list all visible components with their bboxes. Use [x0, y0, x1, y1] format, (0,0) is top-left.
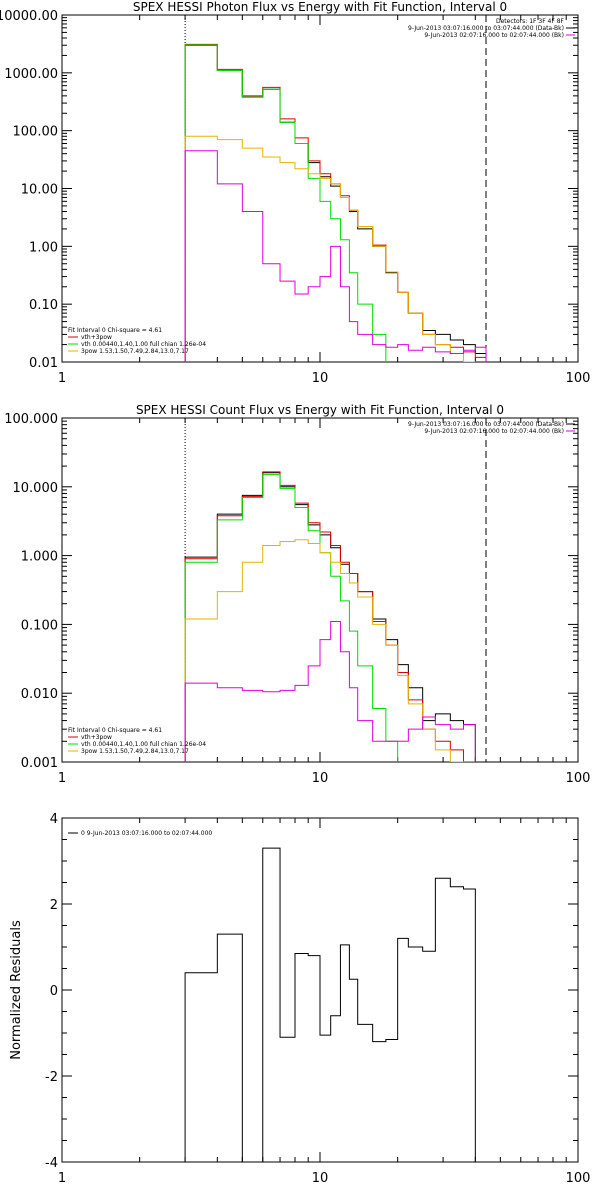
legend-right: Detectors: 1F 3F 4F 8F9-Jun-2013 03:07:1… [408, 18, 575, 39]
legend-header: Fit Interval 0 Chi-square = 4.61 [68, 327, 162, 334]
legend-left: 0 9-Jun-2013 03:07:16.000 to 02:07:44.00… [68, 830, 212, 837]
y-axis-label: Normalized Residuals [9, 920, 24, 1060]
legend-item: 3pow 1.53,1.50,7.49,2.84,13.0,7.17 [81, 348, 189, 355]
series-line-1 [184, 43, 487, 362]
y-tick-label: 10.00 [21, 183, 58, 198]
legend-item: 0 9-Jun-2013 03:07:16.000 to 02:07:44.00… [81, 830, 212, 837]
legend-item: 3pow 1.53,1.50,7.49,2.84,13.0,7.17 [81, 748, 189, 755]
x-tick-label: 100 [566, 771, 591, 786]
chart-1: SPEX HESSI Photon Flux vs Energy with Fi… [0, 0, 590, 386]
y-tick-label: 2 [50, 898, 58, 913]
legend-right-item: 9-Jun-2013 02:07:16.000 to 02:07:44.000 … [424, 428, 564, 435]
legend-item: vth+3pow [81, 734, 112, 741]
y-tick-label: 1.00 [29, 240, 58, 255]
x-tick-label: 1 [58, 371, 66, 386]
series-line-4 [184, 621, 476, 762]
series-group [184, 471, 476, 762]
legend-item: vth+3pow [81, 334, 112, 341]
y-tick-label: 1000.00 [4, 67, 58, 82]
legend-header: Fit Interval 0 Chi-square = 4.61 [68, 727, 162, 734]
series-line-2 [184, 44, 387, 362]
chart-title: SPEX HESSI Photon Flux vs Energy with Fi… [133, 0, 507, 14]
series-line-0 [184, 44, 487, 362]
y-tick-label: 0.001 [21, 756, 58, 771]
chart-3: 1 10 100 -4 -2 0 2 4 Normalized Residuals 0 9-Jun… [9, 812, 590, 1186]
y-tick-label: 100.000 [4, 412, 58, 427]
y-tick-label: -4 [45, 1156, 58, 1171]
series-line-4 [184, 150, 487, 362]
y-tick-label: 0 [50, 984, 58, 999]
series-group [184, 847, 476, 1162]
y-tick-label: 0.10 [29, 298, 58, 313]
x-tick-label: 1 [58, 771, 66, 786]
y-tick-label: 10000.00 [0, 9, 58, 24]
plot-frame [61, 417, 579, 763]
legend-item: vth 0.00440,1.40,1.00 full chian 1.26e-0… [81, 741, 206, 748]
chart-2: SPEX HESSI Count Flux vs Energy with Fit… [4, 403, 590, 786]
legend-right: 9-Jun-2013 03:07:16.000 to 03:07:44.000 … [408, 421, 575, 435]
x-tick-label: 10 [312, 771, 329, 786]
legend-left: Fit Interval 0 Chi-square = 4.61vth+3pow… [68, 727, 206, 755]
legend-right-item: 9-Jun-2013 03:07:16.000 to 03:07:44.000 … [408, 421, 564, 428]
chart-title: SPEX HESSI Count Flux vs Energy with Fit… [136, 403, 504, 417]
legend-right-item: 9-Jun-2013 03:07:16.000 to 03:07:44.000 … [408, 25, 564, 32]
x-tick-label: 10 [312, 371, 329, 386]
y-tick-label: 100.00 [13, 125, 59, 140]
y-tick-label: 10.000 [13, 481, 59, 496]
y-tick-label: 4 [50, 812, 58, 827]
series-group [184, 43, 487, 362]
x-tick-label: 100 [566, 371, 591, 386]
legend-right-item: Detectors: 1F 3F 4F 8F [496, 18, 565, 25]
series-line-3 [184, 539, 465, 762]
series-line-3 [184, 135, 476, 362]
legend-right-item: 9-Jun-2013 02:07:16.000 to 02:07:44.000 … [424, 32, 564, 39]
y-tick-label: 0.010 [21, 687, 58, 702]
series-line-2 [184, 474, 399, 762]
y-tick-label: 0.01 [29, 356, 58, 371]
legend-item: vth 0.00440,1.40,1.00 full chian 1.26e-0… [81, 341, 206, 348]
y-tick-label: -2 [45, 1070, 58, 1085]
series-line-0 [184, 847, 476, 1162]
y-tick-label: 1.000 [21, 550, 58, 565]
x-tick-label: 1 [58, 1171, 66, 1186]
legend-left: Fit Interval 0 Chi-square = 4.61vth+3pow… [68, 327, 206, 355]
x-tick-label: 10 [312, 1171, 329, 1186]
x-tick-label: 100 [566, 1171, 591, 1186]
y-tick-label: 0.100 [21, 618, 58, 633]
